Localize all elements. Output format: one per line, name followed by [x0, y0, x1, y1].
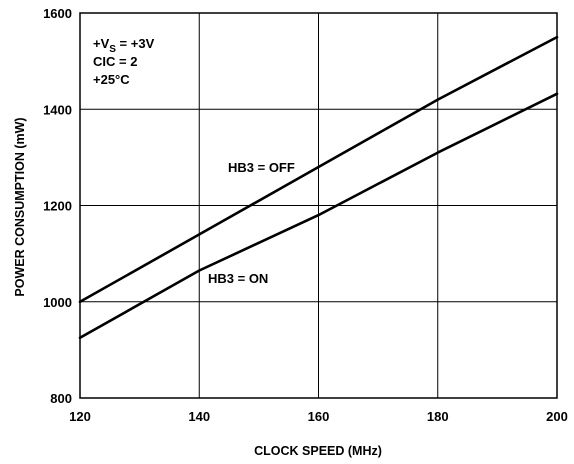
conditions-annotation: +VS = +3V CIC = 2 +25°C [93, 36, 155, 87]
grid-lines [79, 12, 558, 399]
y-tick-label-1400: 1400 [43, 102, 72, 117]
plot-frame [79, 12, 558, 399]
x-tick-label-200: 200 [546, 409, 568, 424]
series-label-hb3-on: HB3 = ON [208, 271, 268, 286]
supply-voltage-label: +VS = +3V [93, 36, 155, 55]
x-tick-label-140: 140 [188, 409, 210, 424]
x-axis-label: CLOCK SPEED (MHz) [254, 444, 382, 458]
x-tick-label-160: 160 [308, 409, 330, 424]
series-label-hb3-off: HB3 = OFF [228, 160, 295, 175]
cic-label: CIC = 2 [93, 54, 137, 69]
y-tick-label-800: 800 [50, 391, 72, 406]
y-axis-label: POWER CONSUMPTION (mW) [13, 117, 27, 296]
series-line-hb3-off [78, 35, 559, 304]
series-line-hb3-on [78, 92, 559, 340]
y-tick-labels: 800 1000 1200 1400 1600 [43, 6, 72, 406]
temperature-label: +25°C [93, 72, 130, 87]
x-tick-labels: 120 140 160 180 200 [69, 409, 568, 424]
y-tick-label-1000: 1000 [43, 295, 72, 310]
y-tick-label-1200: 1200 [43, 199, 72, 214]
vs-prefix: +V [93, 36, 110, 51]
x-tick-label-120: 120 [69, 409, 91, 424]
x-tick-label-180: 180 [427, 409, 449, 424]
series-lines [78, 35, 559, 340]
y-tick-label-1600: 1600 [43, 6, 72, 21]
vs-value: = +3V [116, 36, 155, 51]
vs-subscript: S [109, 44, 116, 55]
